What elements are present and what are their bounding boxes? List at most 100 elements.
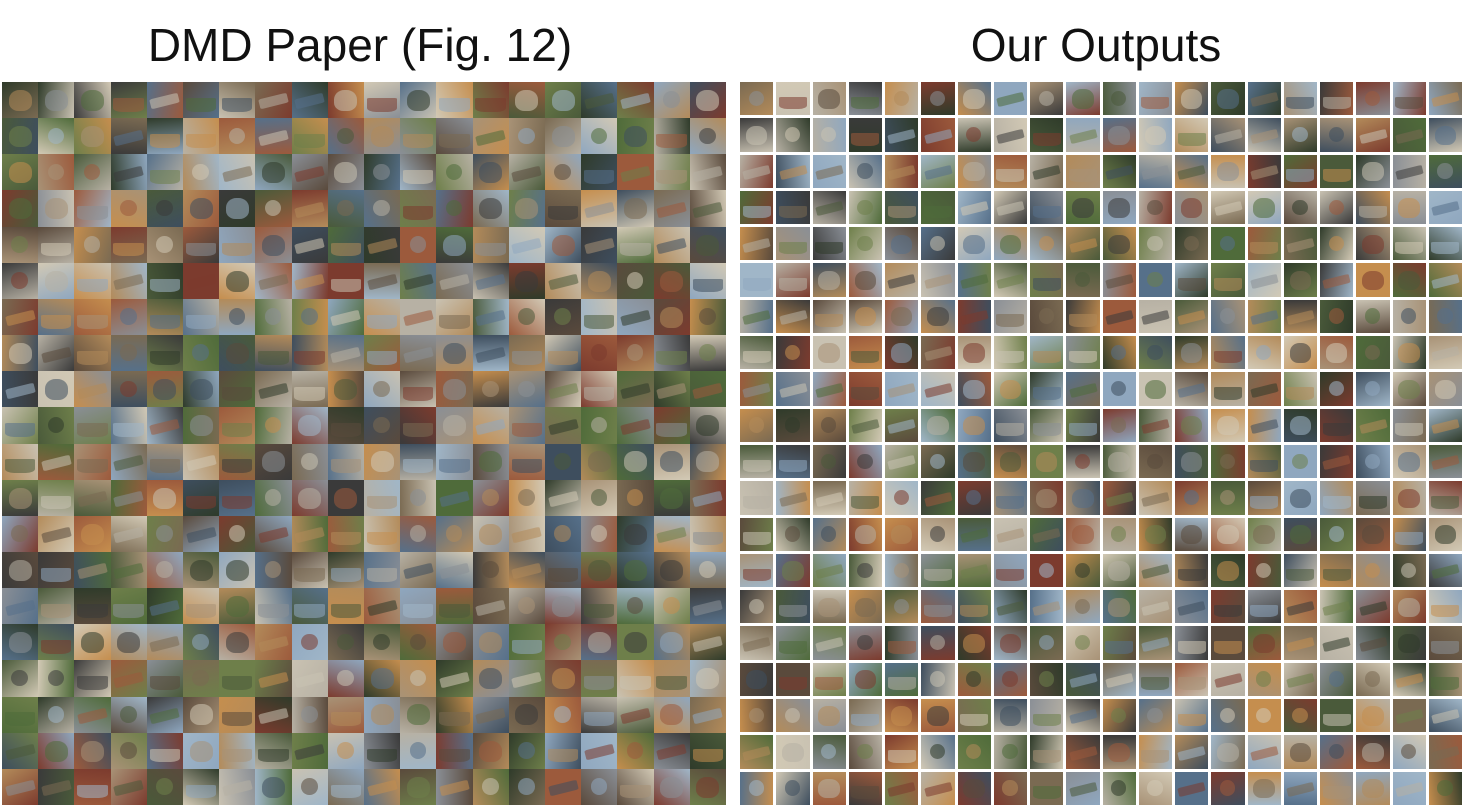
sample-thumbnail <box>110 118 147 155</box>
sample-thumbnail <box>581 154 618 191</box>
sample-thumbnail <box>183 335 220 372</box>
sample-thumbnail <box>653 226 690 263</box>
sample-thumbnail <box>617 190 654 227</box>
sample-thumbnail <box>110 226 147 263</box>
sample-thumbnail <box>436 154 473 191</box>
sample-thumbnail <box>1247 82 1281 116</box>
sample-thumbnail <box>146 443 183 480</box>
sample-thumbnail <box>617 118 654 155</box>
sample-thumbnail <box>776 82 810 116</box>
sample-thumbnail <box>1392 227 1426 261</box>
sample-thumbnail <box>183 82 220 119</box>
sample-thumbnail <box>74 335 111 372</box>
sample-thumbnail <box>885 227 919 261</box>
sample-thumbnail <box>1428 336 1462 370</box>
sample-thumbnail <box>1320 190 1354 225</box>
sample-thumbnail <box>848 444 882 479</box>
sample-thumbnail <box>1211 227 1245 261</box>
sample-thumbnail <box>812 481 846 515</box>
sample-thumbnail <box>689 298 726 336</box>
sample-thumbnail <box>1320 735 1354 769</box>
sample-thumbnail <box>957 408 991 442</box>
sample-thumbnail <box>327 768 364 805</box>
sample-thumbnail <box>183 443 220 480</box>
sample-thumbnail <box>1211 444 1245 479</box>
sample-thumbnail <box>1320 299 1354 334</box>
sample-thumbnail <box>848 336 882 370</box>
sample-thumbnail <box>740 771 774 805</box>
sample-thumbnail <box>885 699 919 733</box>
right-panel: Our Outputs <box>738 0 1464 807</box>
sample-thumbnail <box>1030 408 1064 442</box>
sample-thumbnail <box>1102 190 1136 225</box>
sample-thumbnail <box>1320 662 1354 697</box>
sample-thumbnail <box>1030 444 1064 479</box>
sample-thumbnail <box>1356 553 1390 588</box>
sample-thumbnail <box>255 407 292 444</box>
sample-thumbnail <box>1428 263 1462 297</box>
sample-thumbnail <box>472 479 509 516</box>
sample-thumbnail <box>581 443 618 480</box>
sample-thumbnail <box>183 551 220 589</box>
sample-thumbnail <box>364 660 401 697</box>
sample-thumbnail <box>1102 444 1136 479</box>
sample-thumbnail <box>2 660 39 697</box>
sample-thumbnail <box>1030 517 1064 551</box>
sample-thumbnail <box>219 443 256 480</box>
sample-thumbnail <box>1247 299 1281 334</box>
sample-thumbnail <box>2 226 39 263</box>
sample-thumbnail <box>146 732 183 769</box>
sample-thumbnail <box>183 660 220 697</box>
sample-thumbnail <box>146 226 183 263</box>
sample-thumbnail <box>255 551 292 589</box>
sample-thumbnail <box>291 732 328 769</box>
sample-thumbnail <box>1356 590 1390 624</box>
sample-thumbnail <box>1175 154 1209 188</box>
sample-thumbnail <box>183 371 220 408</box>
sample-thumbnail <box>1175 626 1209 660</box>
sample-thumbnail <box>508 624 545 661</box>
sample-thumbnail <box>545 371 582 408</box>
sample-thumbnail <box>581 479 618 516</box>
sample-thumbnail <box>2 335 39 372</box>
sample-thumbnail <box>581 371 618 408</box>
sample-thumbnail <box>327 443 364 480</box>
sample-thumbnail <box>689 515 726 552</box>
sample-thumbnail <box>400 226 437 263</box>
sample-thumbnail <box>327 588 364 625</box>
sample-thumbnail <box>1428 735 1462 769</box>
sample-thumbnail <box>1102 481 1136 515</box>
sample-thumbnail <box>812 82 846 116</box>
sample-thumbnail <box>1283 517 1317 551</box>
sample-thumbnail <box>291 515 328 552</box>
sample-thumbnail <box>1138 154 1172 188</box>
sample-thumbnail <box>1320 227 1354 261</box>
sample-thumbnail <box>2 515 39 552</box>
sample-thumbnail <box>291 551 328 589</box>
sample-thumbnail <box>1392 590 1426 624</box>
sample-thumbnail <box>1211 336 1245 370</box>
sample-thumbnail <box>653 479 690 516</box>
sample-thumbnail <box>255 190 292 227</box>
sample-thumbnail <box>885 444 919 479</box>
sample-thumbnail <box>921 590 955 624</box>
sample-thumbnail <box>1066 771 1100 805</box>
sample-thumbnail <box>921 444 955 479</box>
sample-thumbnail <box>400 515 437 552</box>
sample-thumbnail <box>436 732 473 769</box>
sample-thumbnail <box>921 336 955 370</box>
sample-thumbnail <box>364 624 401 661</box>
sample-thumbnail <box>689 479 726 516</box>
sample-thumbnail <box>327 515 364 552</box>
sample-thumbnail <box>472 443 509 480</box>
sample-thumbnail <box>1175 299 1209 334</box>
sample-thumbnail <box>689 624 726 661</box>
sample-thumbnail <box>2 82 39 119</box>
sample-thumbnail <box>110 335 147 372</box>
sample-thumbnail <box>1356 372 1390 406</box>
sample-thumbnail <box>400 443 437 480</box>
sample-thumbnail <box>776 118 810 152</box>
left-panel-title: DMD Paper (Fig. 12) <box>147 19 573 71</box>
sample-thumbnail <box>1283 662 1317 697</box>
sample-thumbnail <box>812 626 846 660</box>
